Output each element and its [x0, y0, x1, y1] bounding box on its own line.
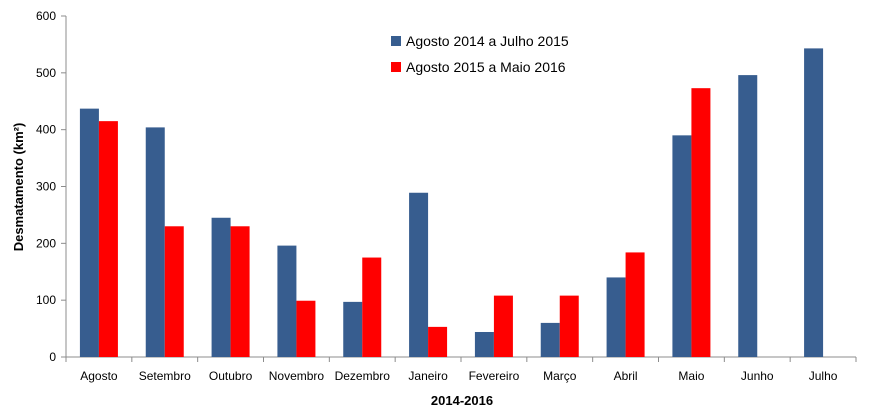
x-tick-label: Janeiro [408, 369, 448, 383]
y-tick-label: 0 [49, 350, 56, 364]
bar [230, 226, 250, 357]
x-tick-label: Julho [809, 369, 838, 383]
x-tick-label: Fevereiro [469, 369, 520, 383]
legend-swatch [391, 36, 401, 46]
series-1 [79, 48, 824, 358]
bar [625, 252, 645, 357]
y-axis-title: Desmatamento (km²) [11, 123, 26, 252]
bar [474, 331, 494, 357]
x-tick-label: Maio [678, 369, 704, 383]
bar [672, 135, 692, 357]
x-tick-label: Outubro [209, 369, 253, 383]
bar [362, 257, 382, 357]
legend-swatch [391, 62, 401, 72]
x-tick-label: Agosto [80, 369, 118, 383]
x-tick-label: Dezembro [335, 369, 391, 383]
bar [409, 192, 429, 357]
x-tick-label: Março [543, 369, 577, 383]
bar [79, 108, 99, 357]
legend-label: Agosto 2014 a Julho 2015 [406, 33, 569, 49]
bar [428, 326, 448, 357]
y-tick-label: 200 [36, 236, 56, 250]
x-axis-title: 2014-2016 [431, 393, 493, 408]
x-tick-label: Junho [741, 369, 774, 383]
y-tick-label: 400 [36, 123, 56, 137]
x-tick-label: Setembro [139, 369, 191, 383]
bar [164, 226, 184, 357]
y-tick-label: 500 [36, 66, 56, 80]
legend-label: Agosto 2015 a Maio 2016 [406, 59, 566, 75]
bar [804, 48, 824, 358]
bar [145, 127, 165, 357]
bar [540, 322, 560, 357]
bar [738, 75, 758, 358]
x-tick-label: Novembro [269, 369, 325, 383]
bar [277, 245, 297, 357]
series-2 [98, 88, 711, 358]
bar [493, 295, 513, 357]
bar [296, 300, 316, 357]
bar [691, 88, 711, 357]
bars [79, 48, 824, 358]
y-axis: 0 100 200 300 400 500 600 [36, 9, 67, 364]
y-tick-label: 600 [36, 9, 56, 23]
y-tick-label: 100 [36, 293, 56, 307]
bar [211, 217, 231, 357]
bar [606, 277, 626, 357]
x-tick-label: Abril [614, 369, 638, 383]
bar [559, 295, 579, 357]
bar [98, 121, 118, 358]
legend: Agosto 2014 a Julho 2015 Agosto 2015 a Ma… [391, 33, 569, 75]
bar [343, 301, 363, 357]
y-tick-label: 300 [36, 180, 56, 194]
x-axis: Agosto Setembro Outubro Novembro Dezembro Jan… [65, 356, 857, 383]
